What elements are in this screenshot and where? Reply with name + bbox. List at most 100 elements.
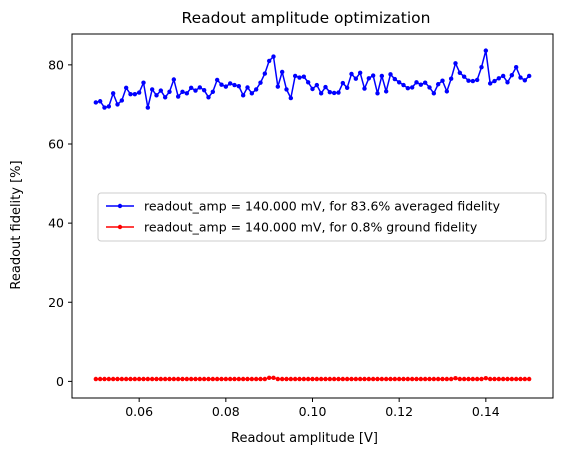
y-tick-label: 40 (48, 216, 64, 231)
data-point (188, 376, 194, 382)
data-point (258, 376, 263, 382)
data-point (396, 376, 402, 382)
data-point (227, 81, 233, 86)
data-point (271, 54, 276, 59)
data-point (422, 80, 428, 85)
data-point (253, 87, 259, 92)
data-point (219, 82, 224, 87)
data-point (184, 91, 190, 96)
data-point (275, 376, 281, 382)
data-point (505, 80, 510, 85)
data-point (522, 376, 528, 382)
data-point (167, 376, 172, 382)
y-axis-ticks: 0 20 40 60 80 (48, 57, 72, 389)
data-point (357, 70, 363, 75)
data-point (479, 65, 484, 70)
data-point (457, 70, 463, 75)
data-point (214, 376, 220, 382)
data-point (219, 376, 224, 382)
data-point (180, 376, 185, 382)
data-point (409, 85, 415, 90)
data-point (353, 376, 359, 382)
data-point (492, 78, 497, 84)
data-point (526, 376, 532, 382)
data-point (123, 85, 129, 91)
data-point (158, 88, 164, 93)
y-tick-label: 80 (48, 57, 64, 72)
data-point (136, 376, 142, 382)
data-point (240, 376, 246, 382)
data-point (526, 73, 532, 79)
data-point (383, 89, 389, 94)
data-point (232, 82, 237, 88)
legend-label: readout_amp = 140.000 mV, for 0.8% groun… (144, 220, 478, 235)
data-point (331, 90, 337, 96)
data-point (409, 376, 415, 382)
data-point (366, 376, 372, 382)
data-point (500, 73, 506, 79)
data-point (310, 86, 315, 92)
data-point (418, 376, 424, 382)
legend-item: readout_amp = 140.000 mV, for 0.8% groun… (106, 220, 478, 235)
data-point (197, 376, 203, 382)
data-point (370, 73, 376, 78)
data-point (461, 376, 467, 382)
data-point (470, 376, 476, 382)
data-point (323, 376, 328, 382)
data-point (492, 376, 497, 382)
data-point (388, 72, 393, 77)
data-point (106, 104, 112, 109)
data-point (197, 85, 203, 90)
data-point (193, 88, 198, 93)
data-point (336, 90, 341, 95)
data-point (405, 376, 411, 382)
data-point (431, 376, 437, 382)
data-point (301, 376, 307, 382)
data-point (206, 376, 211, 382)
data-point (474, 376, 480, 382)
data-point (132, 376, 138, 382)
data-point (418, 82, 424, 87)
data-point (115, 376, 120, 382)
data-point (479, 376, 484, 382)
data-point (193, 376, 198, 382)
data-point (444, 89, 450, 94)
data-point (505, 376, 510, 382)
data-point (102, 105, 107, 110)
data-point (245, 376, 250, 382)
data-point (301, 74, 307, 79)
data-point (370, 376, 376, 382)
data-point (253, 376, 259, 382)
data-point (141, 80, 146, 85)
data-point (258, 80, 263, 85)
data-point (171, 376, 177, 382)
data-point (483, 376, 489, 381)
data-point (362, 86, 367, 91)
data-point (388, 376, 393, 382)
x-tick-label: 0.06 (125, 404, 153, 419)
data-point (318, 91, 324, 96)
data-point (279, 376, 285, 382)
data-point (249, 91, 255, 96)
data-point (297, 376, 302, 382)
data-point (422, 376, 428, 382)
data-point (448, 76, 454, 81)
data-point (310, 376, 315, 382)
data-point (266, 58, 272, 64)
y-tick-label: 60 (48, 136, 64, 151)
data-point (362, 376, 367, 382)
data-point (414, 376, 419, 382)
data-point (357, 376, 363, 382)
data-point (375, 91, 380, 96)
data-point (392, 376, 398, 382)
data-point (487, 376, 493, 382)
data-point (518, 376, 523, 382)
data-point (453, 61, 458, 66)
data-point (396, 80, 402, 85)
data-point (444, 376, 450, 382)
data-point (344, 85, 350, 91)
data-point (509, 72, 515, 78)
chart-title: Readout amplitude optimization (182, 9, 431, 27)
data-point (292, 376, 298, 382)
